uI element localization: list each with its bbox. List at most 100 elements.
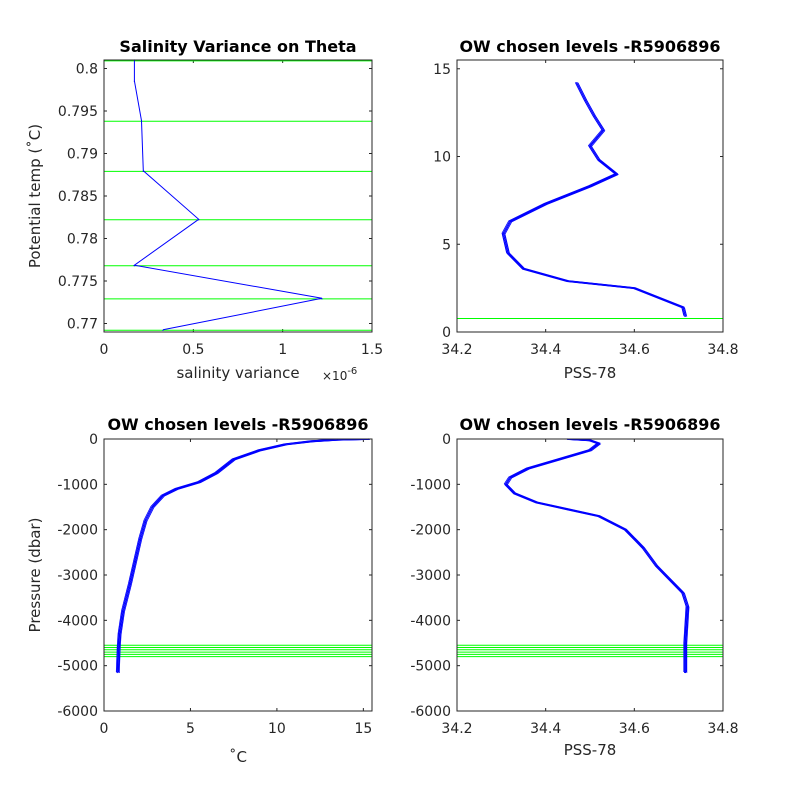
profile-point: [558, 458, 560, 460]
profile-point: [655, 565, 658, 567]
x-tick-label: 34.2: [441, 342, 472, 358]
x-tick-label: 1.5: [361, 342, 383, 358]
profile-point: [567, 508, 569, 510]
y-tick-label: 0.775: [58, 274, 98, 290]
profile-point: [144, 520, 147, 522]
x-tick-label: 10: [268, 721, 286, 737]
profile-point: [598, 159, 600, 161]
profile-series-line: [118, 438, 370, 673]
profile-series-line: [501, 82, 685, 316]
y-tick-label: 5: [442, 237, 451, 253]
panel-3-ylabel: Pressure (dbar): [26, 518, 44, 633]
panel-4-frame: [456, 438, 724, 712]
profile-point: [502, 233, 505, 235]
profile-series-line: [116, 439, 368, 674]
y-tick-label: -6000: [57, 704, 98, 720]
profile-point: [598, 442, 600, 445]
profile-point: [129, 583, 131, 585]
profile-point: [139, 538, 141, 540]
profile-point: [527, 467, 529, 470]
profile-point: [545, 203, 547, 205]
profile-point: [507, 252, 509, 254]
profile-point: [122, 610, 124, 612]
profile-point: [589, 439, 591, 441]
profile-point: [684, 642, 686, 644]
y-tick-label: -2000: [57, 523, 98, 539]
x-tick-label: 0: [100, 721, 109, 737]
y-tick-label: 0.795: [58, 104, 98, 120]
panel-2-xlabel: PSS-78: [564, 364, 617, 382]
panel-2-title: OW chosen levels -R5906896: [459, 37, 720, 56]
profile-point: [633, 287, 635, 289]
profile-point: [118, 633, 121, 635]
profile-point: [589, 145, 591, 147]
profile-point: [505, 483, 507, 485]
panel-salinity-pressure: OW chosen levels -R5906896 34.2 34.4 34.6 3…: [410, 415, 738, 759]
y-tick-label: -3000: [57, 568, 98, 584]
profile-point: [215, 472, 217, 474]
profile-point: [140, 120, 143, 122]
profile-series-line: [506, 439, 690, 673]
profile-series-line: [504, 438, 688, 672]
panel-3-title: OW chosen levels -R5906896: [107, 415, 368, 434]
x-tick-label: 34.8: [707, 342, 738, 358]
y-tick-label: -4000: [410, 613, 451, 629]
y-tick-label: 0.78: [67, 232, 98, 248]
y-tick-label: 15: [433, 62, 451, 78]
profile-series-line: [502, 83, 685, 317]
y-tick-label: -5000: [57, 659, 98, 675]
profile-series-line: [505, 439, 689, 673]
profile-series-line: [118, 439, 371, 674]
profile-point: [598, 515, 600, 517]
profile-point: [133, 80, 135, 82]
profile-point: [151, 506, 154, 508]
profile-point: [686, 606, 689, 608]
x-tick-label: 34.6: [619, 342, 650, 358]
profile-point: [682, 592, 684, 594]
y-tick-label: 0.8: [76, 62, 98, 78]
profile-point: [259, 449, 261, 451]
panel-temperature-pressure: OW chosen levels -R5906896 0 5 10 15 0 -1000 -…: [26, 415, 373, 766]
x-tick-label: 0.5: [182, 342, 204, 358]
profile-point: [576, 82, 578, 84]
y-tick-label: 0: [442, 325, 451, 341]
y-tick-label: -5000: [410, 659, 451, 675]
profile-point: [642, 547, 644, 549]
profile-point: [284, 443, 287, 446]
x-tick-label: 15: [354, 721, 372, 737]
profile-point: [162, 329, 164, 331]
profile-series-line: [117, 439, 369, 674]
panel-3-frame: [103, 438, 373, 712]
profile-series-line: [504, 439, 688, 673]
x-tick-label: 34.2: [441, 721, 472, 737]
profile-series-line: [503, 438, 687, 672]
profile-series-line: [117, 438, 369, 673]
profile-point: [514, 492, 516, 494]
profile-point: [536, 501, 538, 504]
x-tick-label: 1: [278, 342, 287, 358]
x-tick-label: 0: [100, 342, 109, 358]
profile-point: [198, 481, 200, 483]
profile-series-line: [133, 60, 323, 331]
profile-series-line: [115, 438, 368, 673]
panel-4-title: OW chosen levels -R5906896: [459, 415, 720, 434]
y-tick-label: 0.77: [67, 317, 98, 333]
profile-point: [134, 560, 136, 563]
profile-point: [509, 476, 511, 479]
x-tick-label: 34.6: [619, 721, 650, 737]
profile-point: [162, 495, 164, 497]
profile-point: [133, 265, 135, 267]
x-tick-label: 34.4: [530, 721, 561, 737]
panel-1-title: Salinity Variance on Theta: [119, 37, 356, 56]
panel-3-xlabel: ˚C: [229, 748, 247, 766]
profile-point: [118, 646, 120, 649]
y-tick-label: -1000: [410, 477, 451, 493]
profile-point: [684, 671, 686, 674]
profile-point: [589, 449, 591, 451]
y-tick-label: 0: [89, 432, 98, 448]
y-tick-label: -1000: [57, 477, 98, 493]
profile-point: [593, 115, 596, 117]
panel-2-frame: [456, 59, 724, 333]
profile-point: [310, 440, 313, 442]
